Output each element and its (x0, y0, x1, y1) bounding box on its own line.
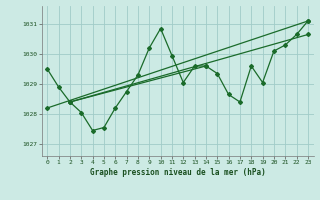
X-axis label: Graphe pression niveau de la mer (hPa): Graphe pression niveau de la mer (hPa) (90, 168, 266, 177)
